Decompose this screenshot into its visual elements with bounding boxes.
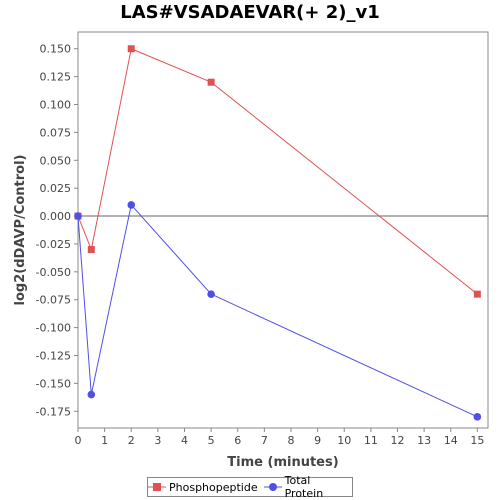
legend-label-total-protein: Total Protein <box>284 474 324 500</box>
x-tick-label: 15 <box>470 434 484 447</box>
y-tick-label: 0.150 <box>40 43 72 56</box>
x-tick-label: 2 <box>128 434 135 447</box>
x-tick-label: 9 <box>314 434 321 447</box>
x-tick-label: 0 <box>75 434 82 447</box>
x-tick-label: 14 <box>444 434 458 447</box>
x-axis: 0 1 2 3 4 5 6 7 8 9 10 11 12 13 14 15 <box>75 428 484 447</box>
y-tick-label: -0.075 <box>36 294 71 307</box>
legend-item-phosphopeptide: Phosphopeptide <box>148 481 258 494</box>
data-point-phosphopeptide <box>127 45 135 53</box>
y-tick-label: -0.025 <box>36 238 71 251</box>
x-tick-label: 7 <box>261 434 268 447</box>
series-layer <box>74 45 482 421</box>
x-tick-label: 5 <box>208 434 215 447</box>
circle-marker-icon <box>263 482 282 492</box>
y-tick-label: -0.125 <box>36 349 71 362</box>
legend-item-total-protein: Total Protein <box>263 474 352 500</box>
y-tick-label: 0.125 <box>40 71 72 84</box>
y-tick-label: -0.100 <box>36 322 71 335</box>
data-point-total-protein <box>127 201 136 209</box>
x-tick-label: 11 <box>364 434 378 447</box>
x-tick-label: 4 <box>181 434 188 447</box>
square-marker-icon <box>148 482 166 492</box>
y-tick-label: -0.150 <box>36 377 71 390</box>
x-tick-label: 1 <box>101 434 108 447</box>
y-tick-label: 0.050 <box>40 154 72 167</box>
data-point-total-protein <box>473 413 482 421</box>
y-tick-label: 0.100 <box>40 99 72 112</box>
chart-title: LAS#VSADAEVAR(+ 2)_v1 <box>120 2 380 23</box>
data-point-total-protein <box>87 390 96 399</box>
data-point-total-protein <box>74 212 82 220</box>
legend: Phosphopeptide Total Protein <box>147 474 353 500</box>
y-tick-label: 0.075 <box>40 126 72 139</box>
y-tick-label: -0.050 <box>36 266 71 279</box>
x-tick-label: 6 <box>234 434 241 447</box>
legend-label-phosphopeptide: Phosphopeptide <box>169 480 258 494</box>
x-tick-label: 3 <box>154 434 161 447</box>
y-tick-label: 0.000 <box>40 210 72 223</box>
x-axis-label: Time (minutes) <box>227 455 338 470</box>
data-point-phosphopeptide <box>87 246 95 254</box>
x-tick-label: 10 <box>337 434 351 447</box>
data-point-total-protein <box>207 290 215 298</box>
y-axis: 0.150 0.125 0.100 0.075 0.050 0.025 0.000 -0.02… <box>36 43 78 418</box>
x-tick-label: 8 <box>287 434 294 447</box>
y-tick-label: 0.025 <box>40 182 72 195</box>
x-tick-label: 13 <box>417 434 431 447</box>
data-point-phosphopeptide <box>473 290 481 298</box>
y-axis-label: log2(dDAVP/Control) <box>13 155 28 306</box>
plot-area <box>77 31 489 429</box>
x-tick-label: 12 <box>390 434 404 447</box>
y-tick-label: -0.175 <box>36 405 71 418</box>
data-point-phosphopeptide <box>207 78 215 86</box>
